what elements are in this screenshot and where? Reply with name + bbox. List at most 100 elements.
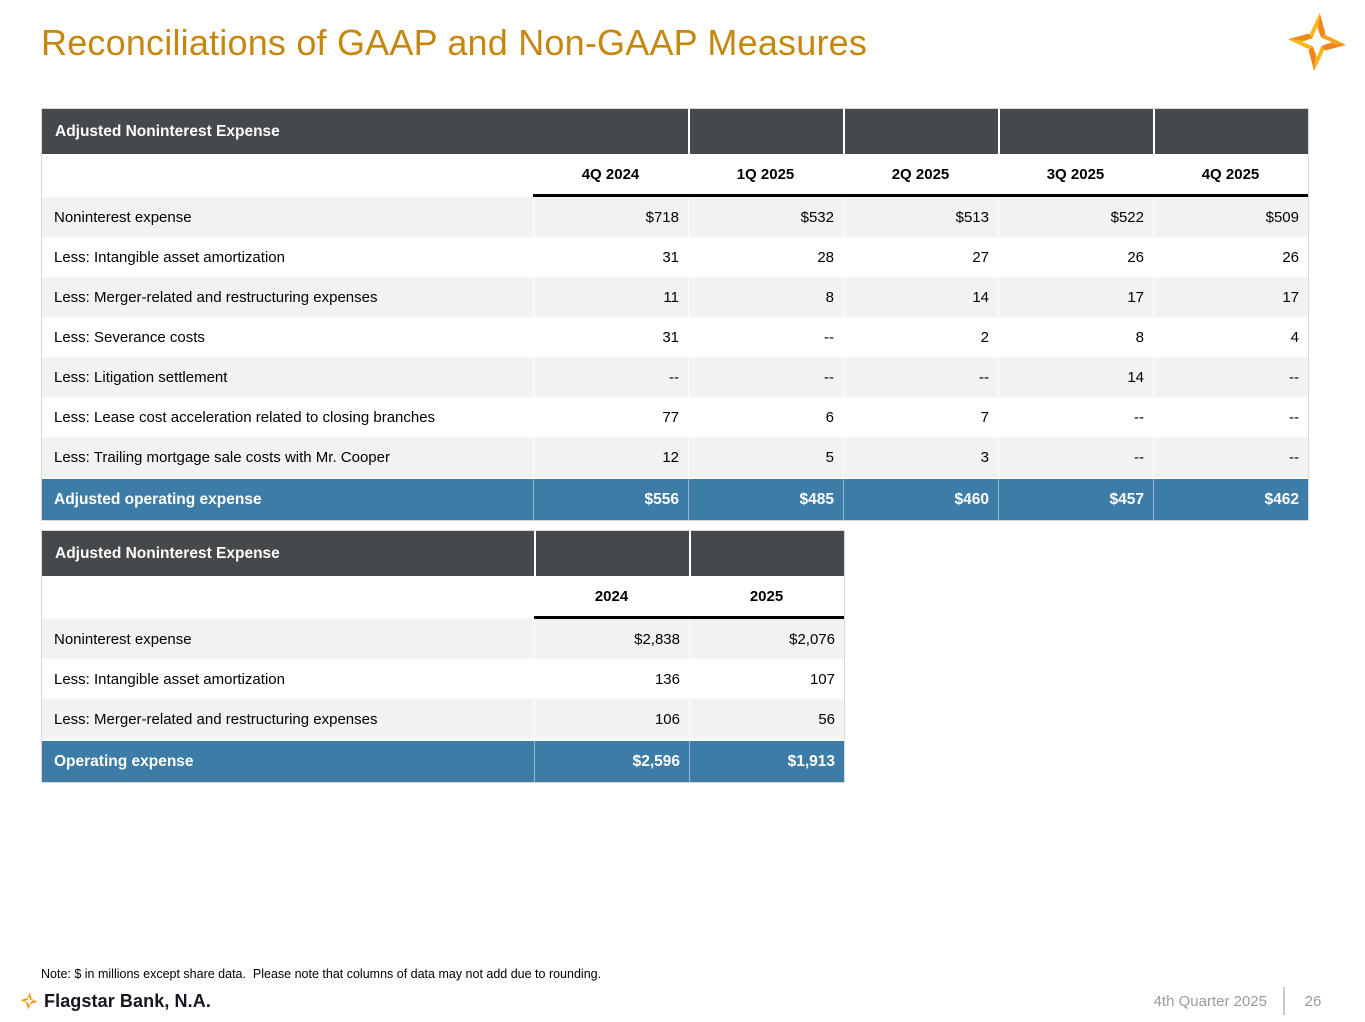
row-value: 136: [534, 659, 689, 699]
row-value: $718: [533, 197, 688, 237]
footer-period: 4th Quarter 2025: [1153, 992, 1267, 1010]
table-row: Noninterest expense $2,838 $2,076: [42, 619, 844, 659]
row-value: 26: [998, 237, 1153, 277]
row-value: 14: [998, 357, 1153, 397]
row-value: 2: [843, 317, 998, 357]
column-header: 2025: [689, 576, 844, 619]
row-label: Less: Merger-related and restructuring e…: [54, 710, 378, 728]
row-value: --: [843, 357, 998, 397]
table-title-spacer: [534, 531, 689, 576]
table-title-row: Adjusted Noninterest Expense: [42, 109, 1308, 154]
table-title-spacer: [998, 109, 1153, 154]
table-title: Adjusted Noninterest Expense: [42, 109, 688, 154]
row-value: 77: [533, 397, 688, 437]
table-row: Less: Intangible asset amortization 31 28 2…: [42, 237, 1308, 277]
total-value: $1,913: [689, 741, 844, 782]
table-title-row: Adjusted Noninterest Expense: [42, 531, 844, 576]
quarterly-expense-table: Adjusted Noninterest Expense 4Q 2024 1Q 20…: [41, 108, 1309, 521]
row-value: $513: [843, 197, 998, 237]
row-value: --: [688, 317, 843, 357]
row-value: $2,076: [689, 619, 844, 659]
annual-expense-table: Adjusted Noninterest Expense 2024 2025 Noni…: [41, 530, 845, 783]
row-value: $2,838: [534, 619, 689, 659]
table-row: Less: Trailing mortgage sale costs with …: [42, 437, 1308, 477]
row-value: --: [533, 357, 688, 397]
table-row: Less: Merger-related and restructuring e…: [42, 699, 844, 739]
row-label: Less: Intangible asset amortization: [54, 670, 285, 688]
column-header: 2024: [534, 576, 689, 619]
row-value: 6: [688, 397, 843, 437]
row-value: 12: [533, 437, 688, 477]
row-value: 17: [1153, 277, 1308, 317]
row-label: Less: Litigation settlement: [54, 368, 228, 386]
row-label: Less: Trailing mortgage sale costs with …: [54, 448, 390, 466]
column-header-spacer: [42, 154, 533, 197]
table-title-spacer: [1153, 109, 1308, 154]
row-value: 14: [843, 277, 998, 317]
total-value: $460: [843, 479, 998, 520]
row-value: 3: [843, 437, 998, 477]
brand-name: Flagstar Bank, N.A.: [44, 990, 211, 1011]
row-value: 11: [533, 277, 688, 317]
column-header-row: 4Q 2024 1Q 2025 2Q 2025 3Q 2025 4Q 2025: [42, 154, 1308, 197]
row-label: Less: Merger-related and restructuring e…: [54, 288, 378, 306]
table-row: Less: Intangible asset amortization 136 10…: [42, 659, 844, 699]
row-value: 56: [689, 699, 844, 739]
total-value: $485: [688, 479, 843, 520]
page-number: 26: [1304, 992, 1322, 1010]
row-label: Less: Severance costs: [54, 328, 205, 346]
column-header: 3Q 2025: [998, 154, 1153, 197]
total-value: $556: [533, 479, 688, 520]
row-value: 7: [843, 397, 998, 437]
table-row: Less: Lease cost acceleration related to…: [42, 397, 1308, 437]
row-value: 4: [1153, 317, 1308, 357]
row-value: --: [688, 357, 843, 397]
row-value: --: [1153, 397, 1308, 437]
row-value: 8: [998, 317, 1153, 357]
total-value: $457: [998, 479, 1153, 520]
total-value: $462: [1153, 479, 1308, 520]
row-value: 107: [689, 659, 844, 699]
table-row: Less: Merger-related and restructuring e…: [42, 277, 1308, 317]
row-value: --: [998, 397, 1153, 437]
total-value: $2,596: [534, 741, 689, 782]
total-row: Adjusted operating expense $556 $485 $460 $4…: [42, 477, 1308, 520]
row-value: 17: [998, 277, 1153, 317]
flagstar-star-icon: [1287, 12, 1347, 72]
table-row: Less: Litigation settlement -- -- -- 14 --: [42, 357, 1308, 397]
footer-right: 4th Quarter 2025 26: [1154, 987, 1325, 1015]
table-row: Noninterest expense $718 $532 $513 $522 $509: [42, 197, 1308, 237]
column-header-row: 2024 2025: [42, 576, 844, 619]
row-value: $522: [998, 197, 1153, 237]
row-label: Noninterest expense: [54, 630, 192, 648]
row-label: Noninterest expense: [54, 208, 192, 226]
column-header: 2Q 2025: [843, 154, 998, 197]
row-value: --: [1153, 357, 1308, 397]
row-value: 8: [688, 277, 843, 317]
brand-logo: Flagstar Bank, N.A.: [20, 991, 211, 1012]
column-header: 1Q 2025: [688, 154, 843, 197]
table-title-spacer: [689, 531, 844, 576]
row-value: 106: [534, 699, 689, 739]
column-header: 4Q 2024: [533, 154, 688, 197]
total-label: Adjusted operating expense: [54, 490, 262, 508]
footnote: Note: $ in millions except share data. P…: [41, 967, 602, 981]
row-value: 5: [688, 437, 843, 477]
page-title: Reconciliations of GAAP and Non-GAAP Mea…: [41, 22, 868, 63]
row-value: 28: [688, 237, 843, 277]
total-row: Operating expense $2,596 $1,913: [42, 739, 844, 782]
table-title-spacer: [688, 109, 843, 154]
column-header-spacer: [42, 576, 534, 619]
table-title: Adjusted Noninterest Expense: [42, 531, 534, 576]
row-value: 27: [843, 237, 998, 277]
row-value: $532: [688, 197, 843, 237]
row-value: 31: [533, 317, 688, 357]
row-value: 31: [533, 237, 688, 277]
row-value: --: [998, 437, 1153, 477]
column-header: 4Q 2025: [1153, 154, 1308, 197]
table-row: Less: Severance costs 31 -- 2 8 4: [42, 317, 1308, 357]
row-value: 26: [1153, 237, 1308, 277]
flagstar-star-icon: [20, 992, 38, 1010]
footer: Flagstar Bank, N.A. 4th Quarter 2025 26: [20, 986, 1325, 1016]
